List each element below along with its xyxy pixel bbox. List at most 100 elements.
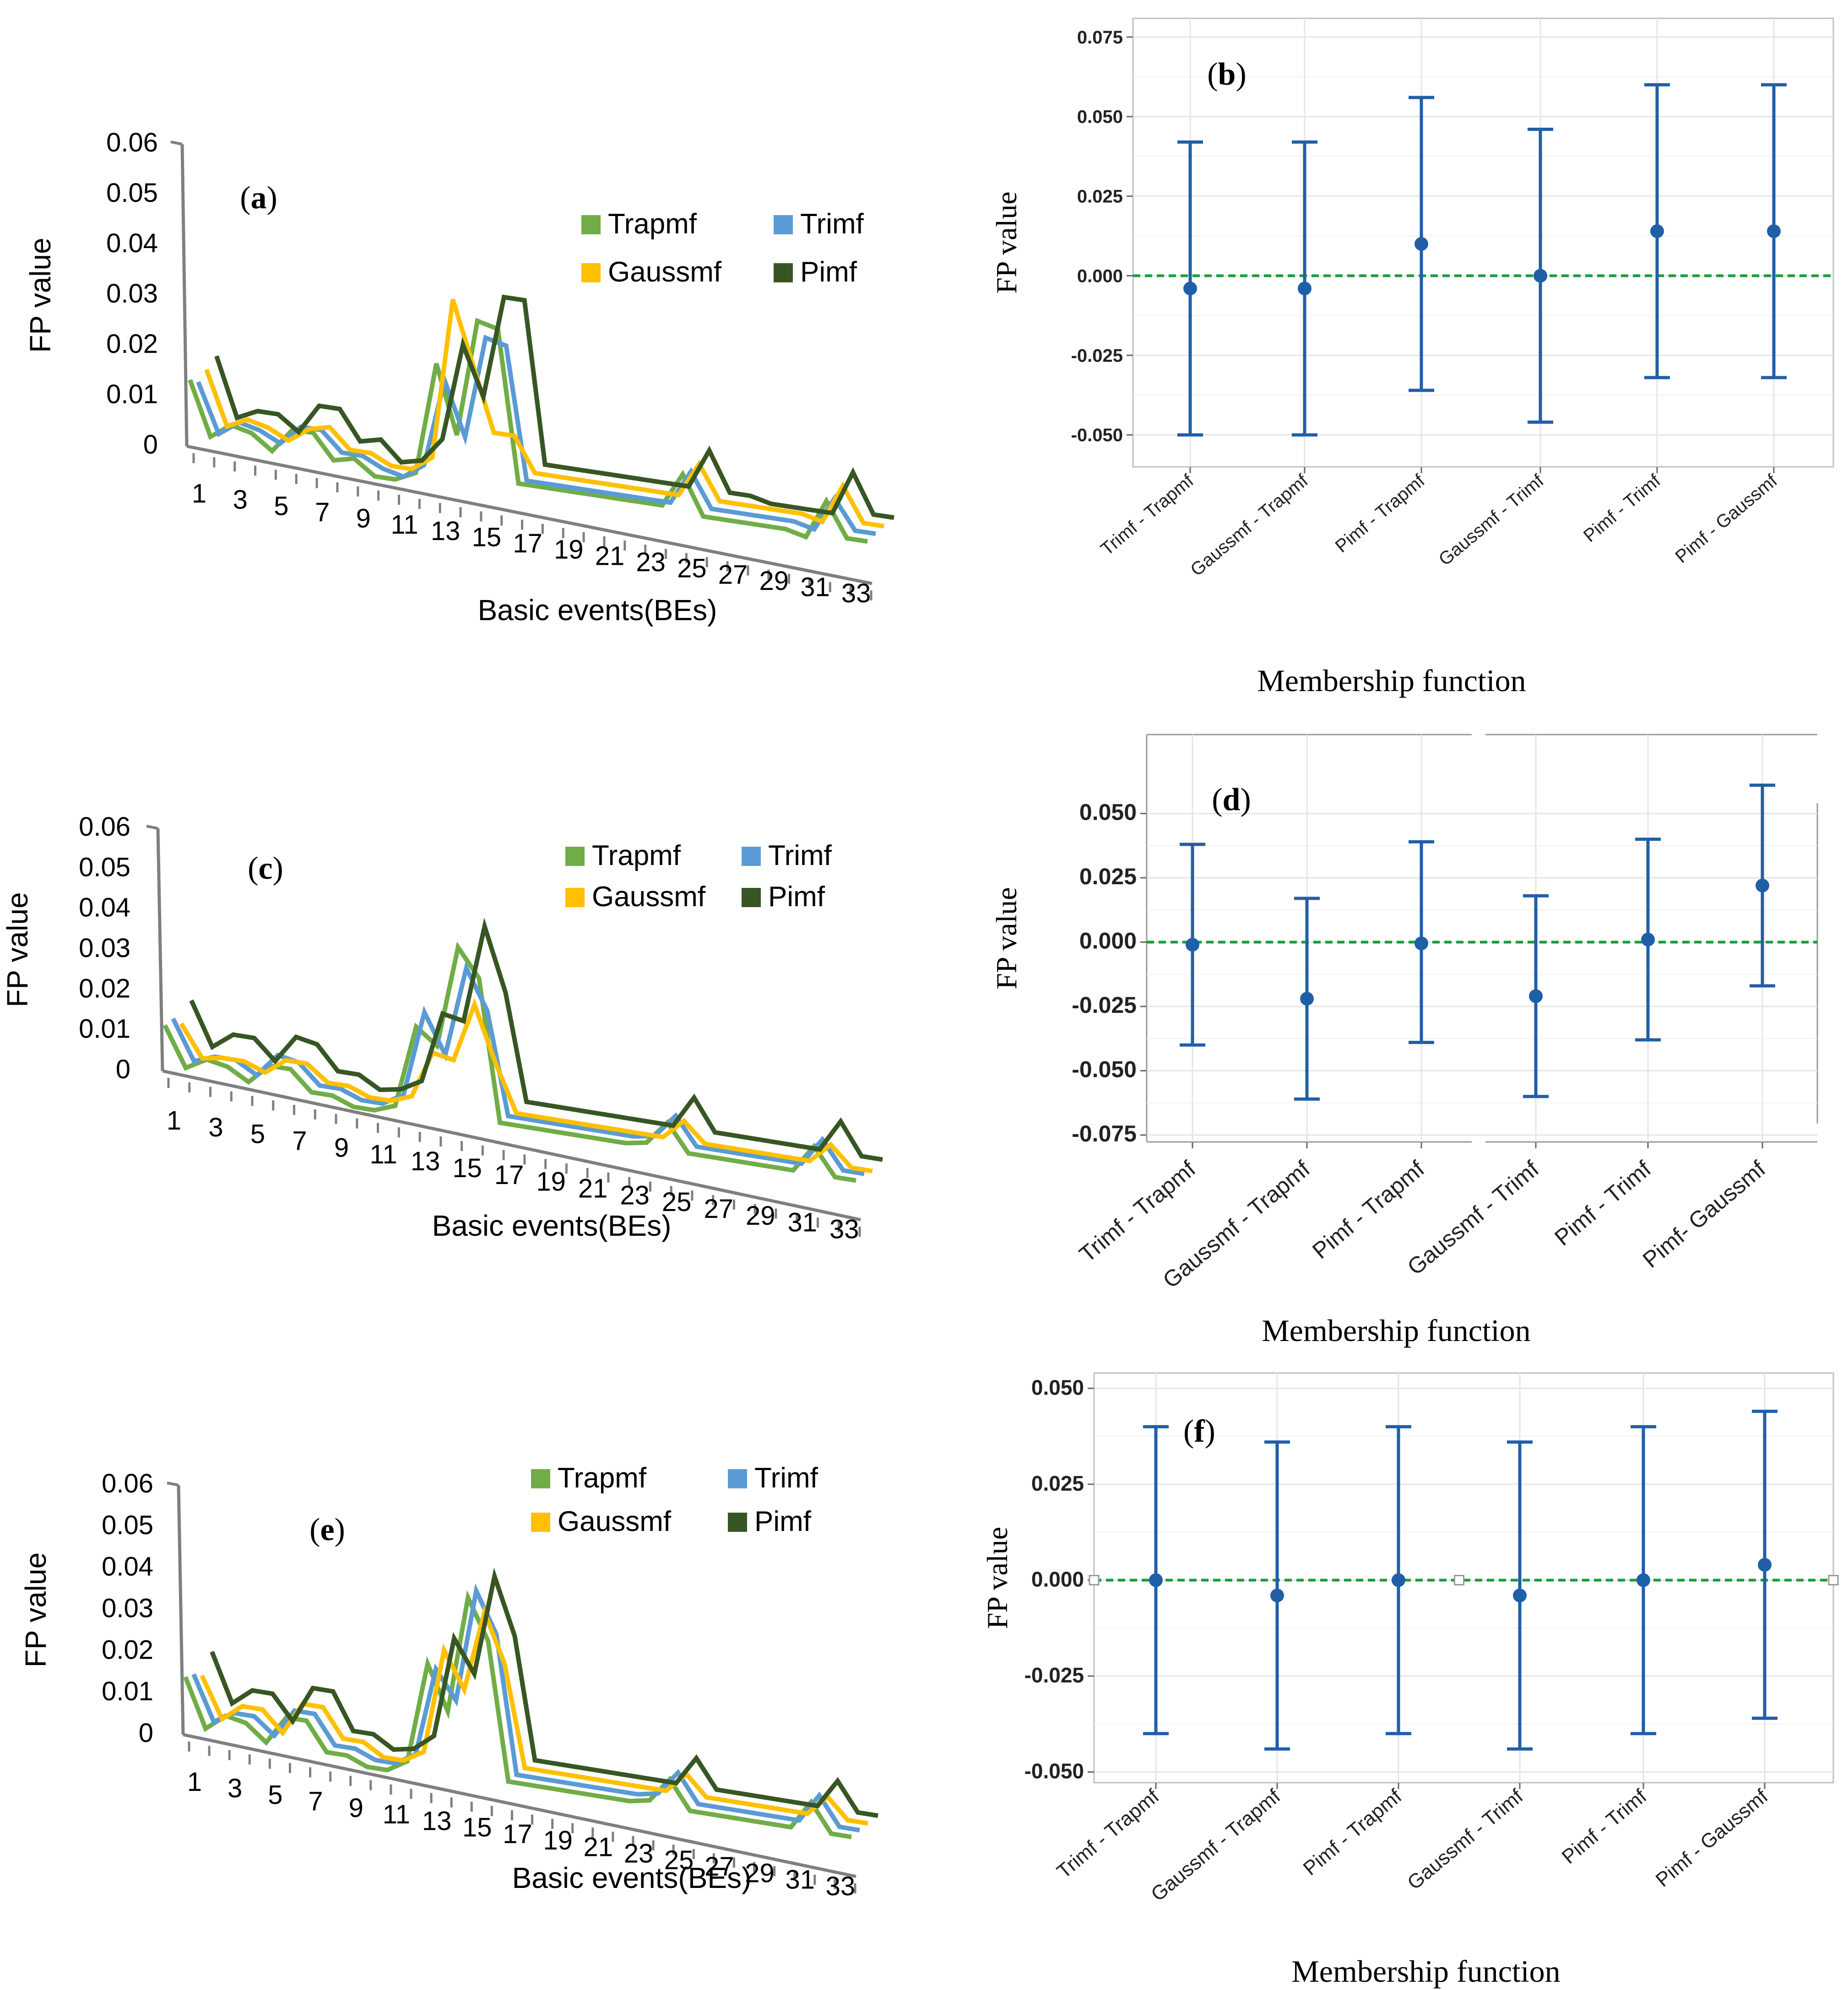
x-axis (183, 1733, 856, 1878)
legend-label: Trimf (800, 208, 864, 240)
point-estimate (1767, 224, 1781, 238)
x-axis-title: Basic events(BEs) (432, 1209, 672, 1242)
series-line-gaussmf (204, 298, 884, 529)
y-tick-label: 0.050 (1031, 1375, 1084, 1399)
y-tick-label: 0.050 (1079, 799, 1137, 825)
x-axis-title: Membership function (1257, 663, 1526, 698)
point-estimate (1270, 1589, 1284, 1603)
x-tick-label: 29 (746, 1201, 775, 1231)
legend-swatch (581, 263, 601, 282)
point-estimate (1529, 989, 1543, 1003)
y-axis-title: FP value (981, 1527, 1013, 1629)
y-tick-label: 0.000 (1031, 1568, 1084, 1591)
y-axis-cap (167, 1482, 179, 1487)
x-tick-label: 1 (167, 1106, 181, 1136)
legend-label: Gaussmf (558, 1506, 672, 1537)
y-axis-cap (146, 825, 158, 830)
legend-swatch (742, 888, 761, 907)
y-tick-label: -0.025 (1072, 992, 1137, 1018)
y-tick-label: 0.075 (1077, 27, 1123, 48)
line-chart-c: 00.010.020.030.040.050.061 3 5 7 9 11 13 15 17 19… (1, 812, 883, 1244)
legend-label: Trapmf (608, 208, 697, 240)
x-tick-label: 7 (292, 1126, 307, 1156)
x-category-label: Pimf- Gaussmf (1638, 1156, 1770, 1272)
x-axis (162, 1069, 861, 1222)
legend-swatch (581, 215, 601, 234)
y-tick-label: 0 (116, 1054, 130, 1084)
panel-label: (d) (1212, 782, 1251, 817)
legend-label: Pimf (768, 881, 825, 913)
x-tick-label: 33 (841, 579, 871, 608)
x-tick-label: 27 (704, 1194, 733, 1224)
y-axis (156, 828, 164, 1071)
y-tick-label: 0.05 (102, 1510, 153, 1540)
point-estimate (1513, 1589, 1527, 1603)
y-tick-label: 0.04 (102, 1552, 153, 1582)
y-tick-label: -0.050 (1024, 1759, 1084, 1783)
y-tick-label: 0.01 (79, 1014, 130, 1044)
point-estimate (1298, 281, 1311, 296)
panel-label: (c) (248, 851, 283, 886)
x-category-label: Pimf - Trimf (1550, 1156, 1656, 1250)
x-tick-label: 15 (472, 522, 502, 552)
x-tick-label: 21 (584, 1832, 613, 1862)
panel-label-letter: a (251, 180, 267, 216)
reference-marker (1454, 1575, 1464, 1585)
x-tick-label: 29 (759, 566, 789, 596)
x-tick-label: 11 (383, 1800, 410, 1829)
y-tick-label: 0.03 (102, 1594, 153, 1623)
y-tick-label: 0.04 (79, 893, 130, 923)
x-tick-label: 33 (826, 1871, 856, 1901)
point-estimate (1414, 936, 1428, 951)
x-category-label: Gaussmf - Trimf (1403, 1785, 1528, 1894)
legend-label: Gaussmf (592, 881, 706, 913)
x-tick-label: 15 (462, 1813, 492, 1843)
x-axis (186, 444, 873, 585)
panel-label-letter: d (1223, 782, 1241, 817)
y-tick-label: 0.025 (1031, 1471, 1084, 1495)
x-category-label: Trimf - Trapmf (1074, 1156, 1200, 1267)
panel-label: (f) (1183, 1414, 1215, 1449)
legend-label: Trimf (768, 840, 832, 871)
panel-label-letter: b (1218, 57, 1236, 92)
x-tick-label: 11 (390, 510, 418, 540)
point-estimate (1414, 237, 1428, 251)
x-tick-label: 31 (800, 573, 830, 602)
point-estimate (1186, 938, 1199, 952)
panel-label: (a) (240, 180, 277, 216)
y-tick-label: 0.05 (79, 852, 130, 882)
x-tick-label: 25 (677, 554, 707, 584)
panel-label-letter: e (320, 1512, 334, 1547)
y-axis (177, 1485, 185, 1735)
y-tick-label: 0.06 (106, 128, 158, 157)
x-category-label: Gaussmf - Trimf (1435, 470, 1548, 570)
x-tick-label: 9 (349, 1793, 363, 1823)
panel-label-letter: f (1194, 1414, 1205, 1449)
y-tick-label: 0.02 (106, 329, 158, 359)
x-tick-label: 15 (452, 1153, 482, 1183)
errorbar-chart-f: -0.050 -0.025 0.000 0.025 0.050 Trimf - Trapm… (981, 1372, 1839, 1989)
x-tick-label: 7 (315, 498, 330, 527)
y-axis-title: FP value (990, 191, 1023, 293)
y-tick-label: 0.050 (1077, 107, 1123, 127)
series-line-pimf (189, 917, 883, 1162)
legend-swatch (565, 888, 585, 907)
series-line-gaussmf (200, 1605, 868, 1826)
legend-swatch (774, 263, 793, 282)
x-tick-label: 17 (503, 1819, 532, 1849)
y-tick-label: 0.03 (79, 933, 130, 963)
legend-swatch (565, 847, 585, 866)
x-axis-title: Basic events(BEs) (512, 1861, 752, 1894)
y-tick-label: 0.01 (102, 1676, 153, 1706)
y-tick-label: -0.025 (1071, 346, 1123, 366)
x-axis-title: Basic events(BEs) (478, 594, 717, 627)
x-axis-title: Membership function (1291, 1954, 1560, 1989)
panel-label: (b) (1207, 57, 1246, 92)
reference-marker (1089, 1575, 1100, 1585)
y-tick-label: 0 (139, 1718, 153, 1748)
x-tick-label: 3 (208, 1113, 223, 1142)
y-axis (180, 144, 189, 447)
x-tick-label: 21 (578, 1173, 608, 1203)
x-tick-label: 3 (233, 485, 248, 515)
point-estimate (1300, 992, 1314, 1006)
